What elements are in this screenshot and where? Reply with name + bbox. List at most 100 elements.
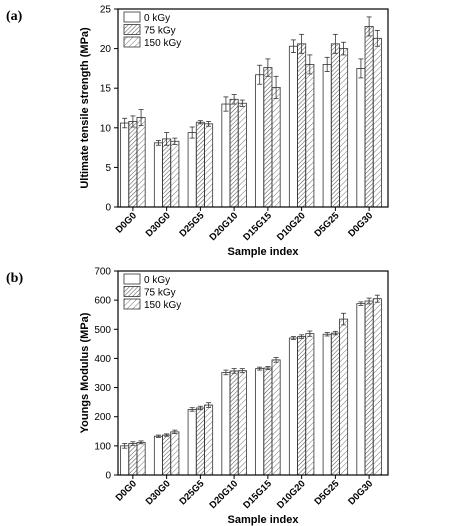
legend-label: 75 kGy [144, 26, 176, 37]
x-tick-label: D20G10 [207, 210, 240, 243]
bar [221, 103, 231, 208]
x-axis-title: Sample index [228, 514, 300, 526]
bar [136, 441, 146, 476]
x-tick-label: D25G5 [177, 478, 207, 508]
legend-label: 75 kGy [144, 288, 176, 299]
panel-label: (a) [6, 9, 23, 24]
bar [153, 435, 163, 476]
bar [271, 359, 281, 476]
bar [195, 121, 205, 208]
x-tick-label: D5G25 [312, 210, 342, 240]
y-tick-label: 700 [94, 267, 111, 278]
bar [305, 333, 315, 476]
legend-label: 0 kGy [144, 275, 170, 286]
bar [162, 138, 172, 208]
bar [255, 368, 265, 476]
bar [237, 102, 247, 208]
x-tick-label: D30G0 [144, 210, 173, 239]
bar [120, 122, 130, 208]
x-tick-label: D10G20 [275, 210, 308, 243]
bar [322, 333, 332, 476]
bar [322, 64, 332, 208]
y-tick-label: 600 [94, 296, 111, 307]
x-tick-label: D0G0 [114, 210, 139, 235]
bar [356, 303, 366, 476]
bar [364, 26, 374, 208]
y-tick-label: 0 [105, 203, 111, 214]
bar [170, 431, 180, 476]
bar [128, 121, 138, 208]
bar [136, 117, 146, 208]
bar [297, 336, 307, 476]
bar [255, 74, 265, 208]
bar [271, 87, 281, 208]
bar [195, 407, 205, 476]
plot-frame [117, 8, 389, 208]
bar [372, 298, 382, 476]
legend-swatch [123, 286, 141, 297]
chart-panel-a: (a) 0 5 10 15 20 25 Ultimate tensile strength (… [6, 5, 389, 258]
bar [263, 67, 273, 208]
bar [187, 132, 197, 208]
bar [237, 370, 247, 476]
legend-label: 150 kGy [144, 38, 181, 49]
bar [305, 64, 315, 208]
legend-swatch [123, 298, 141, 310]
bar [364, 300, 374, 476]
x-tick-label: D10G20 [275, 478, 308, 511]
bar [263, 367, 273, 476]
y-tick-label: 25 [100, 5, 112, 16]
legend-swatch [123, 24, 141, 35]
bar [153, 142, 163, 208]
bar [128, 443, 138, 476]
bar [339, 48, 349, 208]
y-tick-label: 400 [94, 354, 111, 365]
x-axis-title: Sample index [228, 246, 300, 258]
bar [297, 43, 307, 208]
x-tick-label: D0G30 [346, 210, 375, 239]
y-tick-label: 0 [105, 471, 111, 482]
bar [330, 43, 340, 208]
x-tick-label: D0G30 [346, 478, 375, 507]
y-tick-label: 15 [100, 84, 112, 95]
y-axis-title: Youngs Modulus (MPa) [79, 312, 91, 433]
x-tick-label: D25G5 [177, 210, 207, 240]
y-tick-label: 300 [94, 383, 111, 394]
y-tick-label: 200 [94, 412, 111, 423]
panel-label: (b) [6, 271, 23, 286]
x-tick-label: D5G25 [312, 478, 342, 508]
x-tick-label: D30G0 [144, 478, 173, 507]
legend-label: 0 kGy [144, 13, 170, 24]
y-tick-label: 10 [100, 123, 112, 134]
bar [162, 434, 172, 476]
legend-label: 150 kGy [144, 300, 181, 311]
y-axis-title: Ultimate tensile strength (MPa) [79, 27, 91, 189]
x-tick-label: D0G0 [114, 478, 139, 503]
x-tick-label: D15G15 [241, 478, 274, 511]
y-tick-label: 5 [105, 163, 111, 174]
legend-swatch [123, 11, 141, 23]
y-tick-label: 20 [100, 44, 112, 55]
bar [229, 98, 239, 208]
y-tick-label: 500 [94, 325, 111, 336]
bar [288, 337, 298, 476]
bar [221, 372, 231, 476]
bar [204, 123, 214, 208]
bar [187, 409, 197, 476]
legend-swatch [123, 273, 141, 285]
bar [204, 404, 214, 476]
bar [170, 140, 180, 208]
x-tick-label: D20G10 [207, 478, 240, 511]
legend-swatch [123, 36, 141, 48]
bar [288, 45, 298, 208]
bar [330, 332, 340, 476]
chart-panel-b: (b) 0 100 200 300 400 500 600 700 Youngs Modulus … [6, 267, 389, 526]
y-tick-label: 100 [94, 441, 111, 452]
bar [120, 445, 130, 476]
plot-frame [117, 270, 389, 476]
bar [339, 318, 349, 476]
bar [229, 370, 239, 476]
bar [356, 68, 366, 208]
x-tick-label: D15G15 [241, 210, 274, 243]
